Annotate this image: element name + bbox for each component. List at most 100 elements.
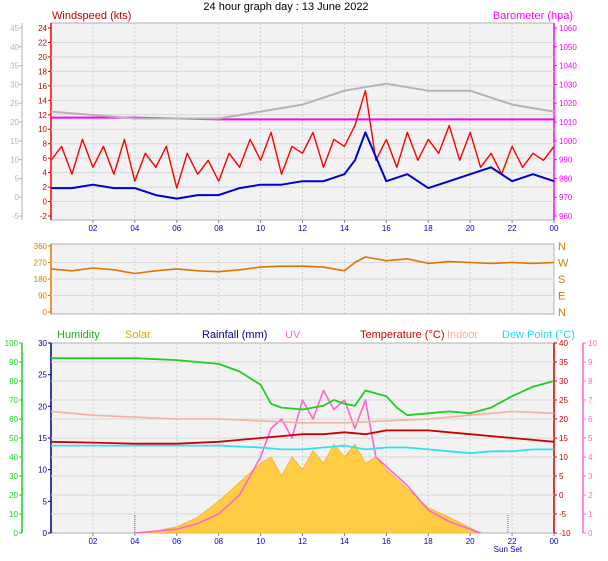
x-tick-label: 08 [214,224,223,233]
compass-label: N [558,241,566,253]
sun-marker-label: Sun Set [494,545,523,554]
humidity-header: Humidity [57,329,100,341]
gust-high-line [50,82,555,120]
y-tick-label: 30 [38,339,47,348]
y-tick-label: 1030 [559,80,577,89]
y-tick-label: 20 [10,118,19,127]
y-tick-label: 8 [588,377,593,386]
y-tick-label: -5 [12,212,20,221]
y-tick-label: 15 [10,137,19,146]
indoor-header: Indoor [447,329,479,341]
y-tick-label: 0 [559,491,564,500]
y-tick-label: 970 [559,193,573,202]
wind-ticks: -2024681012141618202224-5051015202530354… [10,24,577,233]
uv-line [134,389,481,534]
y-tick-label: 10 [38,125,47,134]
y-tick-label: 5 [43,497,48,506]
y-tick-label: 10 [9,510,18,519]
y-tick-label: 22 [38,38,47,47]
x-tick-label: 12 [298,537,307,546]
baro-axis-label: Barometer (hpa) [493,10,573,22]
temperature-header: Temperature (°C) [360,329,444,341]
y-tick-label: 360 [34,242,48,251]
y-tick-label: 50 [9,434,18,443]
y-tick-label: 30 [10,80,19,89]
y-tick-label: 90 [9,358,18,367]
x-tick-label: 10 [256,224,265,233]
y-tick-label: 3 [588,472,593,481]
y-tick-label: -2 [40,212,48,221]
x-tick-label: 22 [508,537,517,546]
windspeed-line [50,89,555,189]
y-tick-label: 20 [38,53,47,62]
y-tick-label: 180 [34,275,48,284]
y-tick-label: 0 [588,529,593,538]
x-tick-label: 20 [466,537,475,546]
y-tick-label: 20 [559,415,568,424]
temperature-series [50,357,555,534]
x-tick-label: 04 [130,537,139,546]
y-tick-label: 4 [588,453,593,462]
direction-series [50,256,555,275]
uv-header: UV [285,329,301,341]
x-tick-label: 18 [424,537,433,546]
y-tick-label: 20 [9,491,18,500]
chart-title: 24 hour graph day : 13 June 2022 [203,1,368,13]
indoor-temperature-line [50,410,555,424]
y-tick-label: 80 [9,377,18,386]
y-tick-label: -10 [559,529,571,538]
dew-point-line [51,444,554,455]
y-tick-label: 8 [43,140,48,149]
y-tick-label: 990 [559,156,573,165]
y-tick-label: -5 [559,510,567,519]
x-tick-label: 02 [88,224,97,233]
y-tick-label: 35 [10,62,19,71]
x-tick-label: 04 [130,224,139,233]
x-tick-label: 00 [550,537,559,546]
y-tick-label: 25 [38,371,47,380]
x-tick-label: 00 [550,224,559,233]
y-tick-label: 16 [38,82,47,91]
y-tick-label: 1050 [559,43,577,52]
y-tick-label: 40 [9,453,18,462]
wind-axis-label: Windspeed (kts) [52,10,131,22]
y-tick-label: 10 [10,156,19,165]
y-tick-label: 60 [9,415,18,424]
y-tick-label: 0 [43,529,48,538]
y-tick-label: 1010 [559,118,577,127]
wind-average-line [51,131,555,200]
y-tick-label: 6 [588,415,593,424]
x-tick-label: 20 [466,224,475,233]
x-tick-label: 10 [256,537,265,546]
wind-series [50,82,555,200]
y-tick-label: 270 [34,259,48,268]
y-tick-label: 100 [5,339,19,348]
wind-direction-line [50,256,555,275]
wind-gridlines [51,23,554,220]
y-tick-label: 0 [14,529,19,538]
humidity-line [51,357,555,417]
y-tick-label: 25 [559,396,568,405]
y-tick-label: 14 [38,96,47,105]
compass-label: S [558,274,565,286]
x-tick-label: 22 [508,224,517,233]
y-tick-label: 1060 [559,24,577,33]
y-tick-label: 2 [43,183,48,192]
y-tick-label: 1 [588,510,593,519]
x-tick-label: 02 [88,537,97,546]
y-tick-label: 12 [38,111,47,120]
compass-label: E [558,291,565,303]
y-tick-label: 5 [588,434,593,443]
x-tick-label: 12 [298,224,307,233]
y-tick-label: 30 [9,472,18,481]
rainfall-header: Rainfall (mm) [202,329,267,341]
y-tick-label: 15 [559,434,568,443]
x-tick-label: 08 [214,537,223,546]
y-tick-label: 10 [38,466,47,475]
y-tick-label: 0 [43,308,48,317]
temperature-ticks: 0102030405060708090100051015202530-10-50… [5,339,598,554]
x-tick-label: 06 [172,537,181,546]
y-tick-label: 25 [10,99,19,108]
y-tick-label: 24 [38,24,47,33]
